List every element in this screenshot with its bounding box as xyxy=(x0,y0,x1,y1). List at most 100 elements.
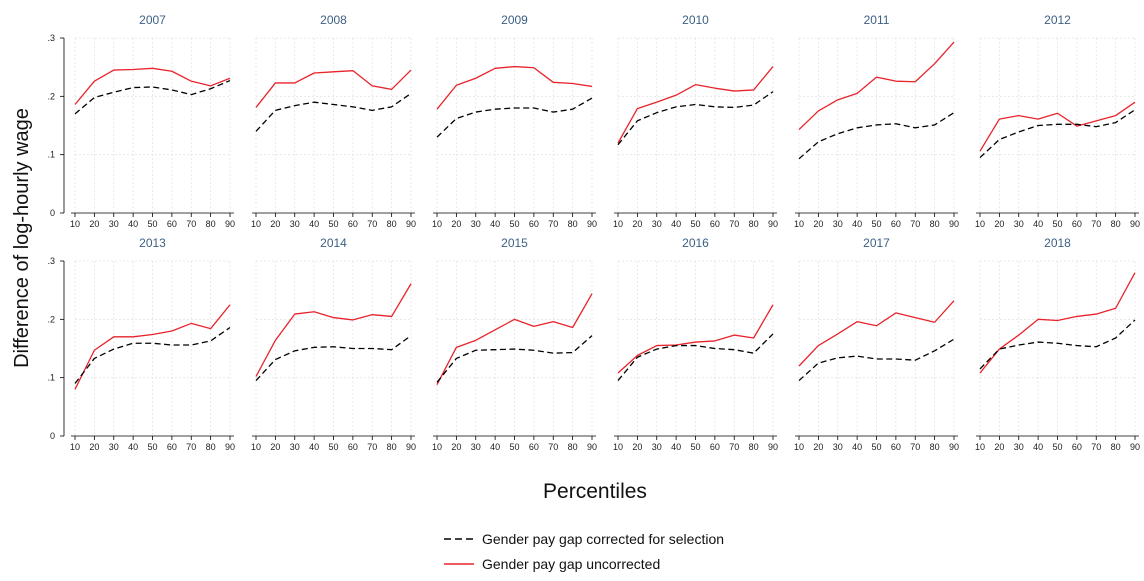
x-tick-label: 20 xyxy=(632,442,642,452)
x-tick-label: 20 xyxy=(451,442,461,452)
x-axis-title: Percentiles xyxy=(543,480,647,503)
x-tick-label: 40 xyxy=(490,219,500,229)
x-tick-label: 80 xyxy=(568,219,578,229)
x-tick-label: 50 xyxy=(690,442,700,452)
series-line-uncorrected xyxy=(798,41,955,131)
x-tick-label: 40 xyxy=(128,219,138,229)
x-tick-label: 30 xyxy=(1014,219,1024,229)
series-line-corrected xyxy=(617,333,774,381)
x-tick-label: 10 xyxy=(432,442,442,452)
series-line-uncorrected xyxy=(436,293,593,385)
series-line-uncorrected xyxy=(74,67,231,105)
x-tick-label: 20 xyxy=(813,442,823,452)
panel-title: 2009 xyxy=(501,13,528,27)
x-tick-label: 90 xyxy=(1130,442,1140,452)
y-tick-label: .1 xyxy=(47,150,55,160)
panel-2014: 2014 10 20 30 40 50 60 70 80 90 xyxy=(251,236,416,452)
x-tick-label: 10 xyxy=(432,219,442,229)
panel-title: 2018 xyxy=(1044,236,1071,250)
x-tick-label: 60 xyxy=(891,219,901,229)
x-tick-label: 90 xyxy=(768,219,778,229)
x-tick-label: 90 xyxy=(225,442,235,452)
x-tick-label: 80 xyxy=(206,219,216,229)
x-tick-label: 10 xyxy=(975,219,985,229)
panel-2012: 2012 10 20 30 40 50 60 70 80 90 xyxy=(975,13,1140,229)
panel-title: 2008 xyxy=(320,13,347,27)
x-tick-label: 70 xyxy=(367,442,377,452)
x-tick-label: 70 xyxy=(910,219,920,229)
x-tick-label: 80 xyxy=(568,442,578,452)
x-tick-label: 30 xyxy=(652,442,662,452)
x-tick-label: 60 xyxy=(348,442,358,452)
y-tick-label: .3 xyxy=(47,33,55,43)
panel-title: 2016 xyxy=(682,236,709,250)
series-line-uncorrected xyxy=(255,69,412,108)
y-tick-label: 0 xyxy=(50,208,55,218)
legend: Gender pay gap corrected for selection G… xyxy=(444,531,724,572)
x-tick-label: 60 xyxy=(529,219,539,229)
panel-2007: 2007 10 20 30 40 50 60 70 80 90 0 .1 .2 .3 xyxy=(47,13,235,229)
x-tick-label: 70 xyxy=(1091,219,1101,229)
x-tick-label: 10 xyxy=(251,442,261,452)
legend-label-corrected: Gender pay gap corrected for selection xyxy=(482,531,724,547)
series-line-uncorrected xyxy=(74,304,231,390)
series-line-corrected xyxy=(617,91,774,146)
x-tick-label: 90 xyxy=(949,219,959,229)
x-tick-label: 30 xyxy=(833,219,843,229)
series-line-uncorrected xyxy=(798,300,955,367)
x-tick-label: 50 xyxy=(328,442,338,452)
x-tick-label: 40 xyxy=(490,442,500,452)
x-tick-label: 50 xyxy=(147,442,157,452)
x-tick-label: 20 xyxy=(451,219,461,229)
x-tick-label: 10 xyxy=(794,442,804,452)
x-tick-label: 70 xyxy=(548,219,558,229)
x-tick-label: 40 xyxy=(309,219,319,229)
x-tick-label: 60 xyxy=(529,442,539,452)
series-line-corrected xyxy=(436,335,593,383)
series-line-corrected xyxy=(979,109,1136,159)
x-tick-label: 70 xyxy=(186,442,196,452)
x-tick-label: 70 xyxy=(186,219,196,229)
x-tick-label: 60 xyxy=(710,219,720,229)
x-tick-label: 60 xyxy=(167,219,177,229)
x-tick-label: 70 xyxy=(548,442,558,452)
x-tick-label: 50 xyxy=(871,442,881,452)
y-tick-label: .2 xyxy=(47,91,55,101)
panel-title: 2017 xyxy=(863,236,890,250)
x-tick-label: 80 xyxy=(206,442,216,452)
series-line-corrected xyxy=(436,97,593,138)
x-tick-label: 40 xyxy=(309,442,319,452)
x-tick-label: 10 xyxy=(975,442,985,452)
x-tick-label: 80 xyxy=(749,442,759,452)
x-tick-label: 30 xyxy=(109,219,119,229)
x-tick-label: 30 xyxy=(833,442,843,452)
x-tick-label: 80 xyxy=(387,442,397,452)
series-line-corrected xyxy=(255,92,412,132)
x-tick-label: 10 xyxy=(251,219,261,229)
x-tick-label: 80 xyxy=(1111,442,1121,452)
x-tick-label: 10 xyxy=(613,219,623,229)
x-tick-label: 60 xyxy=(891,442,901,452)
panel-title: 2014 xyxy=(320,236,347,250)
x-tick-label: 70 xyxy=(1091,442,1101,452)
x-tick-label: 50 xyxy=(328,219,338,229)
x-tick-label: 10 xyxy=(70,219,80,229)
x-tick-label: 80 xyxy=(387,219,397,229)
x-tick-label: 50 xyxy=(871,219,881,229)
panel-2016: 2016 10 20 30 40 50 60 70 80 90 xyxy=(613,236,778,452)
panel-title: 2012 xyxy=(1044,13,1071,27)
x-tick-label: 90 xyxy=(406,442,416,452)
x-tick-label: 90 xyxy=(225,219,235,229)
panel-2015: 2015 10 20 30 40 50 60 70 80 90 xyxy=(432,236,597,452)
panel-title: 2010 xyxy=(682,13,709,27)
y-tick-label: .3 xyxy=(47,256,55,266)
x-tick-label: 90 xyxy=(587,219,597,229)
series-line-uncorrected xyxy=(617,304,774,374)
x-tick-label: 20 xyxy=(89,442,99,452)
x-tick-label: 20 xyxy=(270,442,280,452)
x-tick-label: 20 xyxy=(994,219,1004,229)
x-tick-label: 50 xyxy=(509,442,519,452)
x-tick-label: 30 xyxy=(1014,442,1024,452)
panel-2013: 2013 10 20 30 40 50 60 70 80 90 0 .1 .2 .3 xyxy=(47,236,235,452)
